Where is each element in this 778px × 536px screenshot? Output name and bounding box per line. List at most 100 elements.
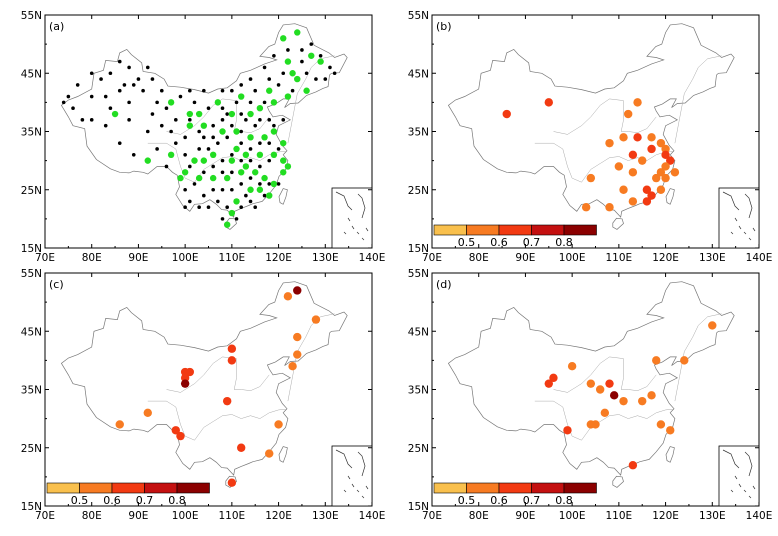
station-point	[131, 83, 136, 87]
correlation-station-point	[628, 197, 638, 206]
station-point	[258, 182, 262, 186]
colorbar-segment	[466, 482, 500, 494]
lon-tick-label: 70E	[35, 252, 55, 264]
lon-tick-label: 70E	[422, 252, 442, 264]
colorbar-label: 0.8	[555, 236, 573, 249]
selected-station-point	[317, 58, 324, 65]
selected-station-point	[270, 151, 278, 158]
station-point	[211, 135, 215, 140]
lat-tick-label: 45N	[408, 326, 429, 338]
station-point	[150, 112, 155, 116]
station-point	[281, 71, 286, 76]
correlation-station-point	[619, 185, 628, 194]
selected-station-point	[167, 151, 175, 158]
station-point	[192, 100, 197, 105]
station-point	[230, 88, 234, 93]
correlation-station-point	[283, 292, 293, 301]
selected-station-point	[238, 93, 245, 100]
taiwan-outline	[665, 446, 675, 463]
inset-coastline	[357, 193, 366, 219]
station-point	[239, 83, 243, 87]
selected-station-point	[247, 134, 254, 141]
lat-tick-label: 35N	[21, 127, 42, 139]
selected-station-point	[233, 128, 240, 135]
colorbar-segment	[176, 482, 210, 494]
station-point	[127, 65, 131, 70]
selected-station-point	[111, 110, 119, 118]
station-point	[248, 77, 253, 81]
panel-c: 70E 80E 90E 100E 110E 120E 130E 140E 15N 25N 35N 45…	[21, 268, 386, 522]
correlation-station-point	[115, 420, 124, 429]
panel-label: (d)	[436, 278, 452, 291]
inset-coastline	[730, 217, 756, 241]
station-point	[267, 158, 272, 163]
station-point	[183, 153, 187, 157]
lon-tick-label: 90E	[515, 510, 535, 522]
colorbar-segment	[563, 224, 597, 236]
lon-tick-label: 90E	[128, 252, 148, 264]
river-line	[147, 142, 286, 183]
selected-station-point	[186, 110, 194, 118]
river-line	[674, 55, 722, 144]
lon-tick-label: 130E	[312, 510, 339, 522]
station-point	[220, 158, 225, 163]
station-point	[225, 205, 229, 210]
selected-station-point	[200, 122, 208, 129]
station-point	[211, 164, 215, 169]
selected-station-point	[289, 70, 296, 77]
station-point	[108, 71, 113, 76]
station-point	[253, 123, 258, 128]
lat-tick-label: 55N	[21, 268, 42, 280]
station-point	[122, 83, 127, 87]
station-point	[220, 118, 225, 122]
selected-station-point	[223, 174, 231, 182]
station-point	[253, 205, 258, 210]
correlation-station-point	[628, 461, 638, 470]
lon-tick-label: 130E	[312, 252, 339, 264]
station-point	[276, 147, 281, 151]
correlation-station-point	[661, 173, 670, 183]
lat-tick-label: 15N	[21, 243, 42, 255]
correlation-station-point	[661, 144, 670, 154]
river-line	[553, 356, 657, 393]
correlation-station-point	[638, 156, 647, 165]
correlation-station-point	[624, 109, 633, 119]
lat-tick-label: 45N	[21, 326, 42, 338]
colorbar-label: 0.6	[103, 494, 121, 507]
station-point	[71, 106, 75, 110]
correlation-station-point	[567, 362, 577, 371]
station-point	[318, 53, 323, 58]
colorbar-segment	[433, 482, 467, 494]
station-point	[258, 141, 262, 145]
station-point	[276, 83, 281, 87]
lon-tick-label: 70E	[35, 510, 55, 522]
station-point	[136, 77, 141, 81]
station-point	[281, 118, 286, 122]
correlation-station-point	[652, 356, 661, 365]
station-point	[211, 187, 215, 192]
lon-tick-label: 80E	[82, 252, 102, 264]
correlation-station-point	[614, 162, 624, 171]
station-point	[188, 164, 192, 169]
station-point	[89, 71, 94, 76]
correlation-station-point	[680, 356, 689, 365]
correlation-station-point	[274, 420, 283, 429]
colorbar: 0.5 0.6 0.7 0.8	[46, 482, 210, 507]
selected-station-point	[228, 110, 236, 118]
colorbar-label: 0.7	[523, 236, 541, 249]
correlation-station-point	[176, 431, 185, 441]
station-point	[197, 205, 201, 210]
station-point	[300, 59, 304, 64]
colorbar-label: 0.5	[458, 236, 476, 249]
lat-tick-label: 45N	[21, 68, 42, 80]
correlation-station-point	[661, 162, 670, 171]
colorbar-segment	[531, 224, 565, 236]
river-line	[553, 98, 657, 135]
station-point	[304, 71, 309, 76]
station-point	[230, 123, 234, 128]
station-point	[206, 205, 211, 210]
south-china-sea-inset	[718, 187, 760, 249]
inset-coastline	[730, 475, 756, 499]
station-point	[267, 118, 272, 122]
selected-station-point	[214, 99, 222, 106]
